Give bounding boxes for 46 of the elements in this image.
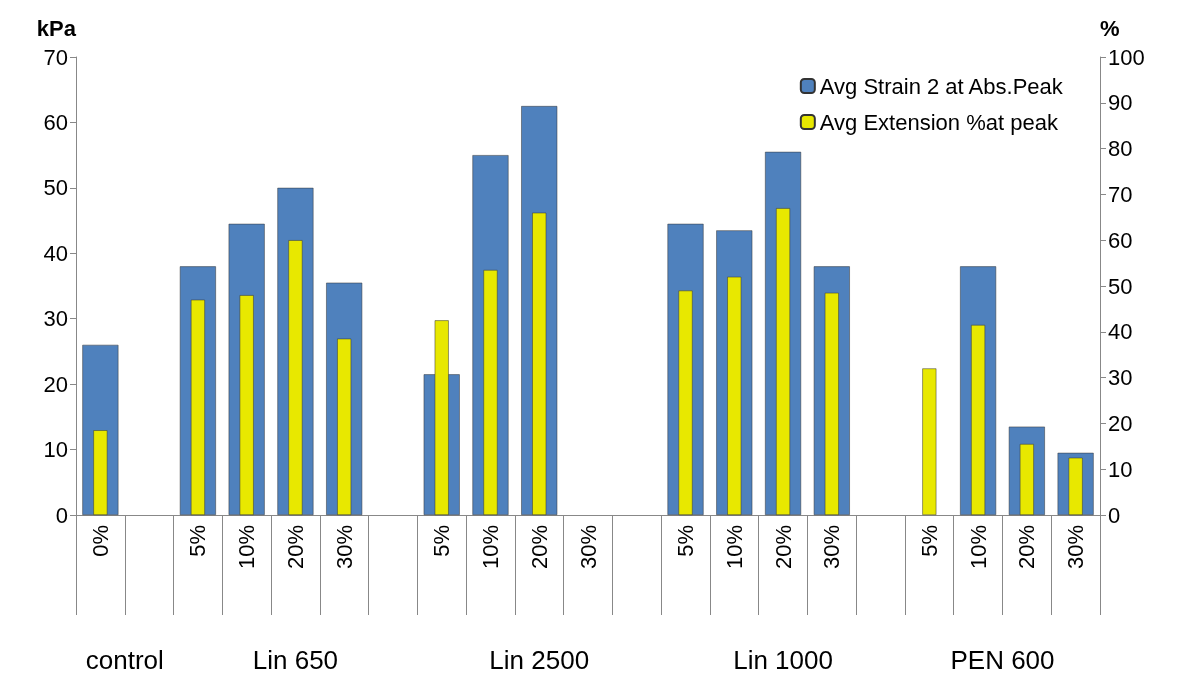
x-tick-label: 30%	[1063, 525, 1089, 570]
x-tick-label: 20%	[526, 525, 552, 570]
x-tick-label: 0%	[87, 525, 113, 557]
y2-tick-label: 60	[1108, 227, 1133, 253]
y2-tick-label: 50	[1108, 273, 1133, 299]
text: Lin 2500	[489, 645, 590, 675]
text: Lin 1000	[733, 645, 833, 675]
y-tick-label: 30	[43, 306, 68, 332]
x-tick-label: 10%	[965, 525, 991, 570]
y2-tick-label: 0	[1108, 502, 1121, 528]
x-tick-label: 30%	[819, 525, 845, 570]
x-tick-label: 5%	[916, 525, 942, 557]
x-tick-label: 5%	[429, 525, 455, 557]
text: control	[85, 645, 164, 675]
legend-label: Avg Extension %at peak	[819, 109, 1059, 135]
y-tick-label: 50	[43, 175, 68, 201]
y-tick-label: 60	[43, 109, 68, 135]
x-tick-label: 10%	[234, 525, 260, 570]
x-tick-label: 20%	[770, 525, 796, 570]
y-tick-label: 10	[43, 437, 68, 463]
x-tick-label: 20%	[282, 525, 308, 570]
y2-tick-label: 90	[1108, 90, 1133, 116]
y2-tick-label: 10	[1108, 456, 1133, 482]
y-tick-label: 40	[43, 240, 68, 266]
y-tick-label: 20	[43, 371, 68, 397]
x-tick-label: 10%	[477, 525, 503, 570]
y-axis-title: kPa	[36, 15, 77, 41]
x-tick-label: 10%	[721, 525, 747, 570]
y2-tick-label: 30	[1108, 365, 1133, 391]
text: Lin 650	[252, 645, 339, 675]
y2-tick-label: 80	[1108, 136, 1133, 162]
text: PEN 600	[950, 645, 1055, 675]
y2-tick-label: 100	[1108, 44, 1145, 70]
x-tick-label: 5%	[185, 525, 211, 557]
legend-label: Avg Strain 2 at Abs.Peak	[819, 73, 1064, 99]
bar	[922, 368, 937, 515]
y-tick-label: 0	[55, 502, 68, 528]
y-tick-label: 70	[43, 44, 68, 70]
x-tick-label: 20%	[1014, 525, 1040, 570]
y2-axis-title: %	[1100, 15, 1120, 41]
y2-tick-label: 40	[1108, 319, 1133, 345]
x-tick-label: 30%	[331, 525, 357, 570]
y2-tick-label: 20	[1108, 410, 1133, 436]
x-tick-label: 5%	[673, 525, 699, 557]
y2-tick-label: 70	[1108, 181, 1133, 207]
x-tick-label: 30%	[575, 525, 601, 570]
